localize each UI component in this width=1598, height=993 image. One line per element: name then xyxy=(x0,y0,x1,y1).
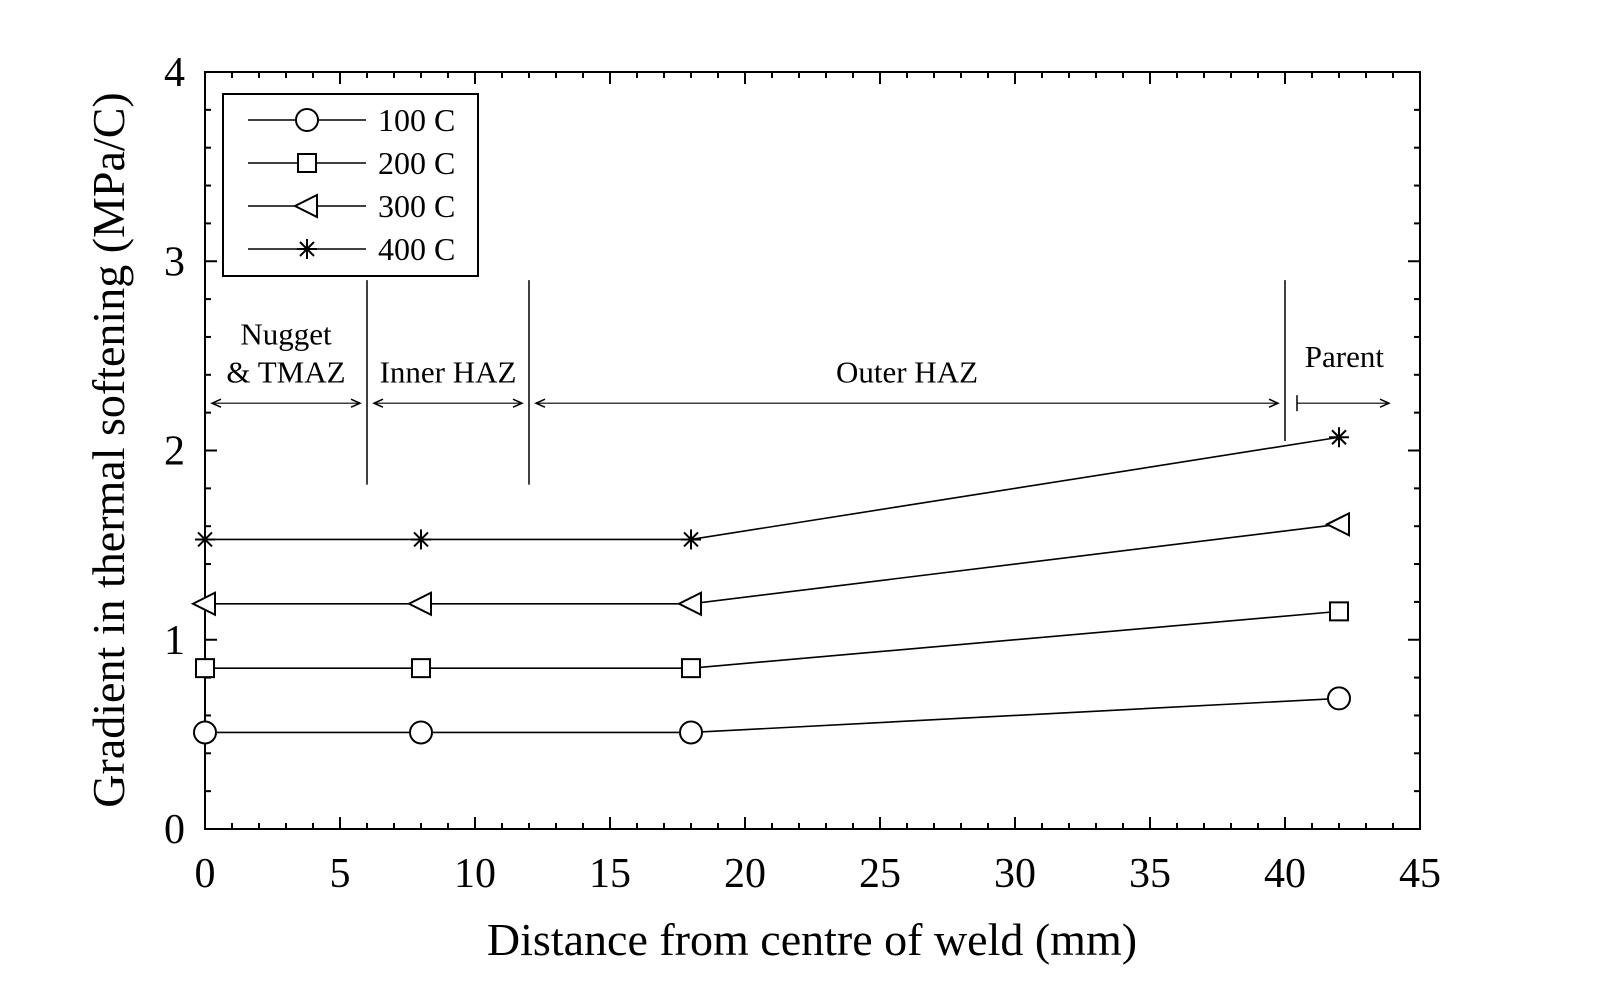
marker-stroke xyxy=(1331,429,1347,445)
data-point xyxy=(679,720,703,745)
region-arrowhead-left xyxy=(210,398,222,408)
series-300-c xyxy=(190,511,1350,617)
region-arrowhead-right xyxy=(1268,398,1280,408)
marker-shape xyxy=(1327,686,1351,711)
data-point xyxy=(1329,601,1349,622)
data-point xyxy=(1324,511,1350,537)
marker-shape xyxy=(411,658,431,679)
marker-shape xyxy=(1324,511,1350,537)
data-point xyxy=(411,529,431,550)
series-100-c xyxy=(193,686,1351,745)
x-tick-label: 10 xyxy=(454,851,496,897)
data-point xyxy=(190,591,216,617)
region-arrowhead-right xyxy=(1379,398,1391,408)
marker-shape xyxy=(297,153,317,173)
series-line xyxy=(205,523,1340,605)
data-point xyxy=(406,591,432,617)
marker-shape xyxy=(1329,601,1349,622)
series-400-c xyxy=(195,427,1349,550)
data-point xyxy=(681,658,701,679)
marker-shape xyxy=(676,591,702,617)
y-axis-title: Gradient in thermal softening (MPa/C) xyxy=(83,92,134,807)
legend-label: 200 C xyxy=(378,145,455,181)
region-arrowhead-right xyxy=(350,398,362,408)
data-point xyxy=(193,720,217,745)
marker-stroke xyxy=(299,241,315,257)
data-point xyxy=(409,720,433,745)
series-200-c xyxy=(195,601,1349,679)
legend-item: 400 C xyxy=(248,231,455,267)
marker-stroke xyxy=(197,531,213,548)
y-tick-label: 3 xyxy=(164,239,185,285)
marker-shape xyxy=(292,193,318,219)
region-arrowhead-left xyxy=(372,398,384,408)
series-line xyxy=(205,697,1340,734)
marker-stroke xyxy=(683,531,699,548)
x-tick-label: 15 xyxy=(589,851,631,897)
legend-item: 300 C xyxy=(248,188,455,224)
legend-box xyxy=(222,93,479,277)
data-series xyxy=(190,427,1351,745)
x-tick-label: 5 xyxy=(330,851,351,897)
series-line xyxy=(205,436,1340,541)
marker-shape xyxy=(295,108,319,132)
legend: 100 C 200 C 300 C 400 C xyxy=(222,93,479,277)
marker-shape xyxy=(681,658,701,679)
region-label: & TMAZ xyxy=(226,354,345,389)
data-point xyxy=(1327,686,1351,711)
legend-item: 200 C xyxy=(248,145,455,181)
region-arrowhead-left xyxy=(534,398,546,408)
y-tick-label: 0 xyxy=(164,807,185,853)
y-tick-label: 2 xyxy=(164,429,185,475)
region-label: Inner HAZ xyxy=(380,354,517,389)
marker-shape xyxy=(190,591,216,617)
region-label: Nugget xyxy=(240,316,332,351)
marker-shape xyxy=(679,720,703,745)
legend-label: 100 C xyxy=(378,102,455,138)
data-point xyxy=(1329,427,1349,448)
marker-shape xyxy=(409,720,433,745)
legend-marker xyxy=(297,239,317,259)
region-arrowhead-right xyxy=(512,398,524,408)
legend-label: 400 C xyxy=(378,231,455,267)
marker-shape xyxy=(195,658,215,679)
marker-shape xyxy=(193,720,217,745)
x-tick-label: 45 xyxy=(1399,851,1441,897)
marker-stroke xyxy=(413,531,429,548)
x-tick-label: 40 xyxy=(1264,851,1306,897)
legend-items: 100 C 200 C 300 C 400 C xyxy=(248,102,455,267)
legend-item: 100 C xyxy=(248,102,455,138)
data-point xyxy=(676,591,702,617)
legend-marker xyxy=(295,108,319,132)
region-annotations: Nugget& TMAZ Inner HAZ Outer HAZ Parent xyxy=(210,316,1391,412)
region-boundaries xyxy=(366,280,1286,485)
data-point xyxy=(411,658,431,679)
x-tick-label: 30 xyxy=(994,851,1036,897)
data-point xyxy=(195,658,215,679)
x-tick-label: 0 xyxy=(195,851,216,897)
x-axis-title: Distance from centre of weld (mm) xyxy=(487,914,1137,965)
series-line xyxy=(205,610,1340,669)
axis-ticks: 0 5 10 15 20 25 30 35 40 45 0 1 2 3 4 xyxy=(164,50,1441,897)
x-tick-label: 20 xyxy=(724,851,766,897)
data-point xyxy=(195,529,215,550)
legend-label: 300 C xyxy=(378,188,455,224)
y-tick-label: 1 xyxy=(164,618,185,664)
x-tick-label: 35 xyxy=(1129,851,1171,897)
legend-marker xyxy=(292,193,318,219)
x-tick-label: 25 xyxy=(859,851,901,897)
data-point xyxy=(681,529,701,550)
region-label: Outer HAZ xyxy=(836,354,978,389)
legend-marker xyxy=(297,153,317,173)
y-tick-label: 4 xyxy=(164,50,185,96)
region-label: Parent xyxy=(1305,339,1385,374)
marker-shape xyxy=(406,591,432,617)
